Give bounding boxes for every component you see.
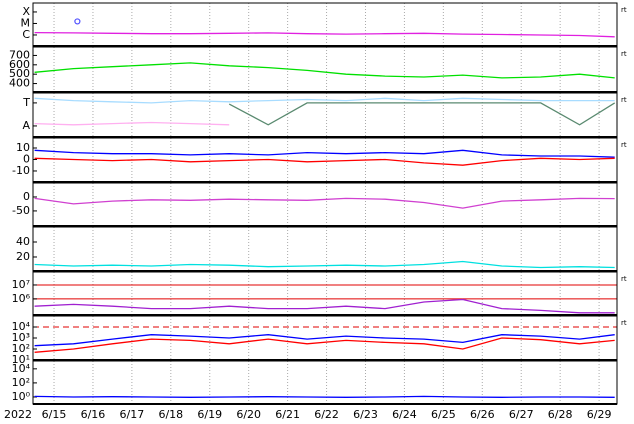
panel-frame (32, 182, 618, 227)
y-tick-label: -10 (12, 164, 30, 177)
y-tick-label: 0 (23, 152, 30, 165)
y-tick-label: 10⁷ (12, 278, 30, 291)
panel-tag: rt (621, 6, 627, 14)
x-tick-label: 6/20 (236, 408, 261, 421)
y-tick-label: 10² (12, 342, 30, 355)
y-tick-label: 10⁰ (12, 390, 31, 403)
y-tick-label: 10 (16, 141, 30, 154)
x-tick-label: 6/27 (509, 408, 534, 421)
x-tick-label: 6/16 (81, 408, 106, 421)
data-line (34, 97, 615, 104)
y-tick-label: X (22, 5, 30, 18)
y-tick-label: M (21, 16, 31, 29)
panel-tag: rt (621, 96, 627, 104)
x-tick-label: 6/25 (431, 408, 456, 421)
y-tick-label: A (22, 119, 30, 132)
data-line (34, 62, 615, 79)
panel-frame (32, 46, 618, 93)
panel-frame (32, 226, 618, 272)
x-tick-label: 6/24 (392, 408, 417, 421)
y-tick-label: -50 (12, 204, 30, 217)
y-tick-label: 600 (9, 58, 30, 71)
x-tick-label: 6/29 (587, 408, 612, 421)
x-tick-label: 6/15 (42, 408, 67, 421)
y-tick-label: 400 (9, 77, 30, 90)
x-tick-label: 6/28 (548, 408, 573, 421)
y-tick-label: 500 (9, 67, 30, 80)
x-tick-label: 6/21 (275, 408, 300, 421)
x-tick-label: 6/18 (158, 408, 183, 421)
panel-frame (32, 271, 618, 316)
y-tick-label: 0 (23, 190, 30, 203)
panel-frame (32, 2, 618, 47)
panel-tag: rt (621, 141, 627, 149)
data-line (34, 298, 615, 314)
panel-tag: rt (621, 275, 627, 283)
event-marker (74, 18, 81, 25)
data-line (34, 337, 615, 353)
x-tick-label: 6/26 (470, 408, 495, 421)
y-tick-label: 10⁶ (12, 292, 31, 305)
y-tick-label: 10³ (12, 331, 30, 344)
x-axis-label: 2022 (4, 408, 32, 421)
y-tick-label: 700 (9, 48, 30, 61)
data-line (34, 31, 615, 38)
data-line (228, 102, 616, 126)
y-tick-label: C (22, 28, 30, 41)
y-tick-label: 10² (12, 376, 30, 389)
x-tick-label: 6/17 (120, 408, 145, 421)
x-tick-label: 6/22 (314, 408, 339, 421)
data-line (34, 197, 615, 209)
y-tick-label: 10⁴ (12, 362, 31, 375)
data-line (34, 395, 615, 398)
x-tick-label: 6/23 (353, 408, 378, 421)
y-tick-label: 10⁴ (12, 320, 31, 333)
data-line (34, 334, 615, 347)
data-line (34, 260, 615, 269)
x-tick-label: 6/19 (197, 408, 222, 421)
y-tick-label: 10¹ (12, 353, 30, 366)
panel-tag: rt (621, 319, 627, 327)
data-line (34, 149, 615, 158)
y-tick-label: 20 (16, 250, 30, 263)
data-line (34, 157, 615, 166)
panel-tag: rt (621, 50, 627, 58)
y-tick-label: 40 (16, 235, 30, 248)
y-tick-label: T (22, 96, 30, 109)
